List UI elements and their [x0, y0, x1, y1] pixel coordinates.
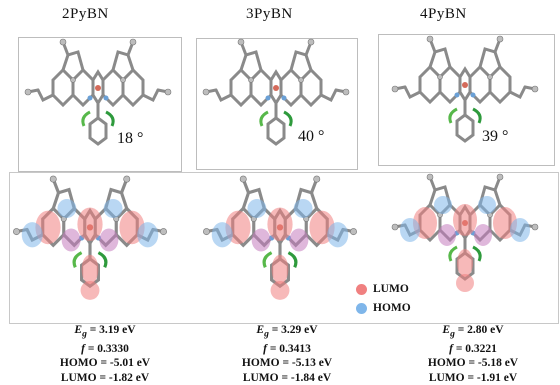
angle-3pybn: 40 °: [298, 128, 325, 145]
eg-line: Eg = 3.29 eV: [256, 324, 318, 340]
lumo-line: LUMO = -1.82 eV: [60, 371, 150, 384]
lumo-line: LUMO = -1.84 eV: [242, 371, 332, 384]
props-3pybn: Eg = 3.29 eV f = 0.3413 HOMO = -5.13 eV …: [212, 323, 362, 385]
f-line: f = 0.3413: [263, 342, 311, 355]
homo-line: HOMO = -5.18 eV: [427, 357, 519, 370]
homo-line: HOMO = -5.01 eV: [59, 357, 151, 370]
props-4pybn: Eg = 2.80 eV f = 0.3221 HOMO = -5.18 eV …: [398, 323, 548, 385]
title-3pybn: 3PyBN: [246, 6, 293, 22]
title-4pybn: 4PyBN: [420, 6, 467, 22]
eg-line: Eg = 3.19 eV: [74, 324, 136, 340]
title-2pybn: 2PyBN: [62, 6, 109, 22]
f-line: f = 0.3330: [81, 342, 129, 355]
eg-line: Eg = 2.80 eV: [442, 324, 504, 340]
f-line: f = 0.3221: [449, 342, 497, 355]
props-2pybn: Eg = 3.19 eV f = 0.3330 HOMO = -5.01 eV …: [30, 323, 180, 385]
structure-panel-2pybn: [18, 37, 182, 172]
lumo-swatch: [356, 283, 367, 295]
legend-homo-label: HOMO: [373, 302, 411, 314]
lumo-line: LUMO = -1.91 eV: [428, 371, 518, 384]
legend-lumo-label: LUMO: [373, 283, 409, 295]
angle-4pybn: 39 °: [482, 128, 509, 145]
homo-line: HOMO = -5.13 eV: [241, 357, 333, 370]
homo-swatch: [356, 302, 367, 314]
legend-lumo: LUMO: [356, 283, 409, 295]
angle-2pybn: 18 °: [117, 130, 144, 147]
legend-homo: HOMO: [356, 302, 411, 314]
